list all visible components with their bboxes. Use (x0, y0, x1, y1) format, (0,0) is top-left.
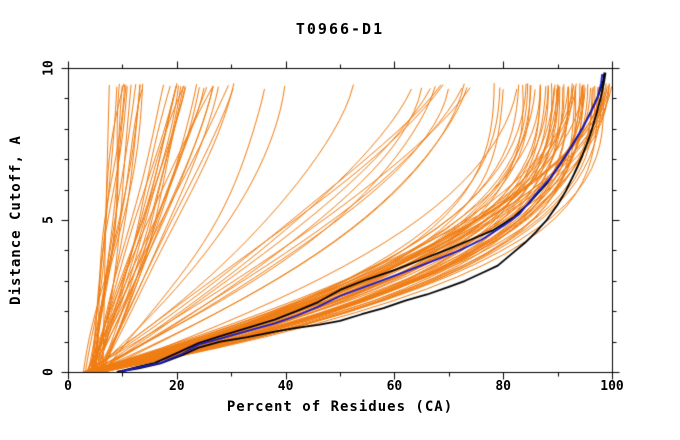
x-tick-label: 40 (277, 379, 294, 394)
x-tick-label: 0 (64, 379, 72, 394)
y-tick-label: 0 (41, 368, 57, 376)
y-axis-title: Distance Cutoff, A (8, 135, 24, 305)
x-tick-label: 60 (386, 379, 403, 394)
x-tick-label: 20 (168, 379, 185, 394)
y-tick-label: 10 (41, 60, 57, 76)
x-tick-label: 100 (600, 379, 624, 394)
chart-title: T0966-D1 (295, 20, 385, 38)
x-axis-title: Percent of Residues (CA) (226, 399, 454, 415)
y-tick-label: 5 (41, 216, 57, 224)
x-tick-label: 80 (495, 379, 512, 394)
